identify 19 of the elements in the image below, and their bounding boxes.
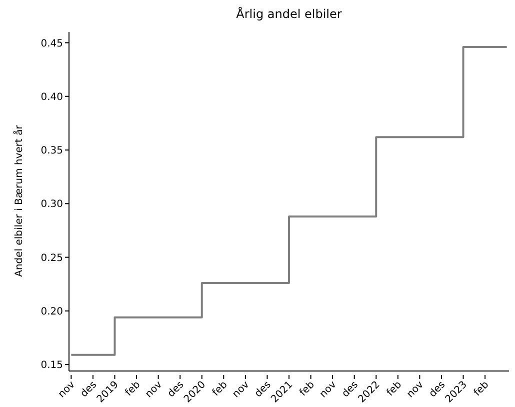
chart-title: Årlig andel elbiler bbox=[236, 6, 342, 21]
x-tick-label: feb bbox=[124, 379, 143, 398]
y-tick-label: 0.40 bbox=[40, 92, 63, 103]
x-tick-label: nov bbox=[230, 379, 252, 400]
y-tick-label: 0.30 bbox=[40, 199, 63, 210]
x-tick-label: feb bbox=[298, 379, 317, 398]
x-tick-label: nov bbox=[318, 379, 339, 400]
x-tick-label: nov bbox=[144, 379, 164, 400]
x-tick-label: nov bbox=[56, 379, 78, 400]
y-tick-label: 0.20 bbox=[40, 306, 63, 318]
y-tick-label: 0.25 bbox=[40, 252, 63, 264]
x-tick-label: nov bbox=[405, 379, 426, 400]
x-tick-label: feb bbox=[472, 379, 492, 398]
x-tick-label: feb bbox=[210, 379, 230, 398]
x-tick-label: feb bbox=[384, 379, 404, 398]
y-axis-title: Andel elbiler i Bærum hvert år bbox=[13, 124, 25, 277]
y-tick-label: 0.45 bbox=[40, 38, 63, 50]
y-tick-label: 0.35 bbox=[40, 146, 63, 157]
y-tick-label: 0.15 bbox=[40, 360, 63, 372]
